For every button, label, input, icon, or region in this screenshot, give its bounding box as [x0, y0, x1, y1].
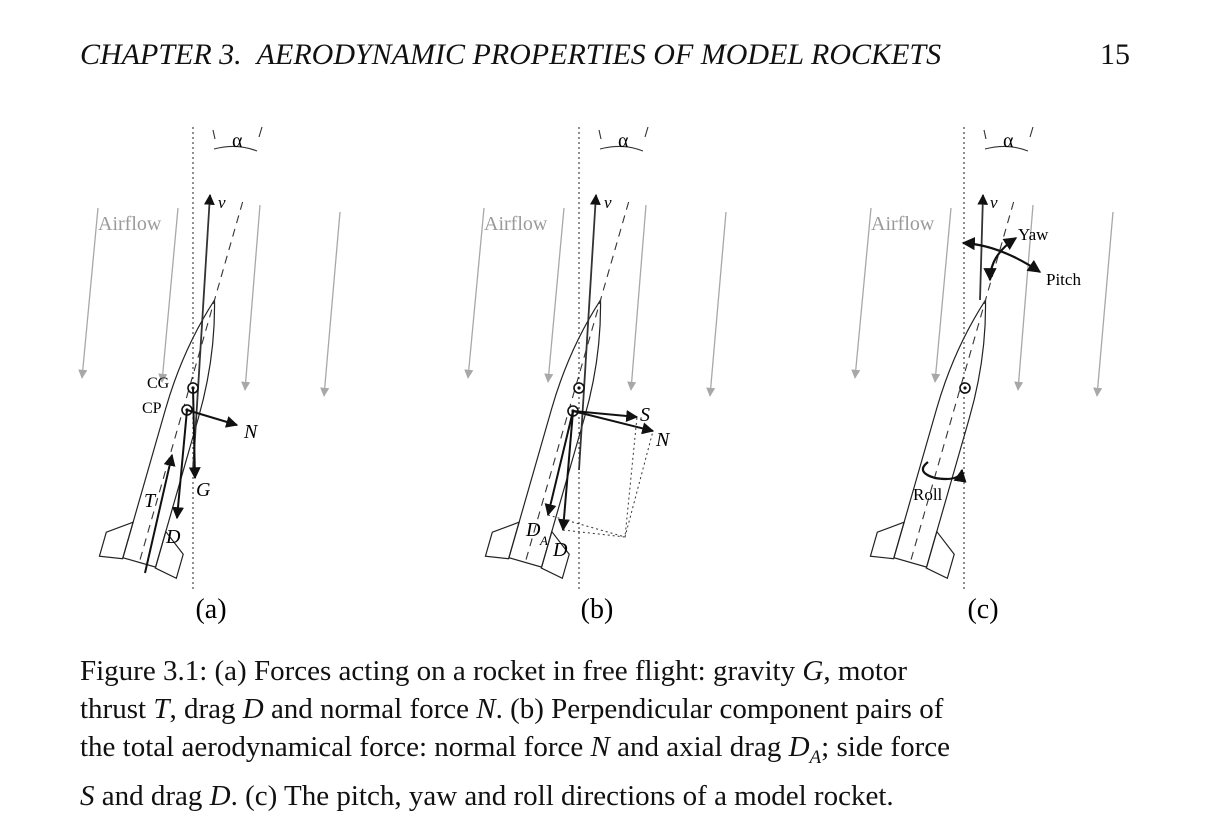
axial-drag-label: D	[525, 519, 541, 541]
caption-line: thrust T, drag D and normal force N. (b)…	[80, 693, 944, 725]
thrust-arrow	[144, 453, 176, 574]
alpha-mark	[578, 126, 649, 591]
panel-label: (b)	[581, 594, 614, 625]
velocity-arrow	[977, 193, 989, 301]
rocket-outline	[98, 201, 244, 579]
pitch-label: Pitch	[1046, 270, 1081, 289]
alpha-mark	[192, 126, 263, 591]
yaw-arrow	[983, 237, 1018, 282]
chapter-title: AERODYNAMIC PROPERTIES OF MODEL ROCKETS	[256, 38, 942, 71]
running-head: CHAPTER 3. AERODYNAMIC PROPERTIES OF MOD…	[80, 38, 1130, 78]
roll-arrow	[921, 461, 967, 483]
airflow-label: Airflow	[98, 213, 162, 235]
alpha-mark	[963, 126, 1034, 591]
roll-label: Roll	[913, 485, 943, 504]
velocity-arrow	[192, 193, 215, 471]
normal-force-label: N	[243, 421, 259, 443]
velocity-arrow	[578, 193, 601, 471]
axial-drag-arrow	[544, 410, 574, 517]
drag-label: D	[165, 526, 181, 548]
page-number: 15	[1100, 38, 1130, 71]
figure: Airflow α v CG CP N G D T (a) Airflow	[0, 110, 1212, 640]
cp-label: CP	[142, 400, 162, 417]
thrust-label: T	[144, 490, 157, 512]
airflow-label: Airflow	[871, 213, 935, 235]
cg-label: CG	[147, 375, 170, 392]
alpha-label: α	[232, 130, 243, 152]
caption-line: Figure 3.1: (a) Forces acting on a rocke…	[80, 655, 908, 687]
caption-line: S and drag D. (c) The pitch, yaw and rol…	[80, 779, 894, 812]
component-construction	[547, 430, 654, 538]
normal-force-arrow	[186, 409, 239, 428]
normal-force-arrow	[572, 410, 655, 435]
velocity-label: v	[990, 193, 998, 212]
yaw-label: Yaw	[1018, 225, 1049, 244]
caption-line: the total aerodynamical force: normal fo…	[80, 731, 950, 768]
alpha-label: α	[1003, 130, 1014, 152]
drag-label: D	[552, 539, 568, 561]
panel-label: (c)	[967, 594, 998, 625]
velocity-label: v	[604, 193, 612, 212]
gravity-label: G	[196, 479, 211, 501]
figure-caption: Figure 3.1: (a) Forces acting on a rocke…	[80, 652, 1140, 815]
side-force-arrow	[572, 410, 639, 422]
alpha-label: α	[618, 130, 629, 152]
chapter-label: CHAPTER 3.	[80, 38, 242, 71]
panel-label: (a)	[195, 594, 226, 625]
panel-c: Airflow α v Yaw Pitch Roll (c)	[855, 126, 1113, 625]
side-force-label: S	[640, 404, 650, 426]
drag-arrow	[557, 410, 574, 532]
figure-svg: Airflow α v CG CP N G D T (a) Airflow	[0, 126, 1212, 625]
drag-arrow	[172, 409, 188, 520]
normal-force-label: N	[655, 429, 671, 451]
panel-a: Airflow α v CG CP N G D T (a)	[82, 126, 340, 625]
airflow-label: Airflow	[484, 213, 548, 235]
velocity-label: v	[218, 193, 226, 212]
rocket-outline	[869, 201, 1015, 579]
rocket-outline	[484, 201, 630, 579]
panel-b: Airflow α v S N D A D (b)	[468, 126, 726, 625]
axial-drag-subscript: A	[539, 533, 548, 548]
gravity-arrow	[188, 387, 201, 480]
